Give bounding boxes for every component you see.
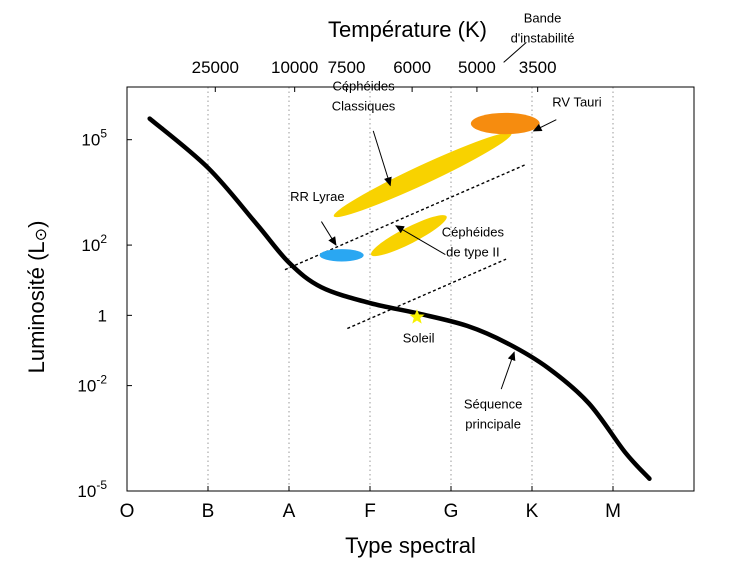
y-tick-base: 10 <box>77 377 96 396</box>
annotation-arrow-c-ph-ides-classiques <box>372 130 392 187</box>
y-tick-exponent: -5 <box>96 478 107 492</box>
x2-tick-label: 7500 <box>328 58 366 77</box>
grid <box>207 87 614 491</box>
annotation-label-soleil: Soleil <box>403 331 435 346</box>
region-c-ph-ides-classiques <box>333 132 512 218</box>
y-tick-label: 10-2 <box>77 373 107 396</box>
annotation-label-c-ph-ides-classiques: Céphéides Classiques <box>332 79 396 114</box>
annotation-line: Céphéides <box>442 224 505 239</box>
annotation-line: Bande <box>524 11 562 26</box>
y-tick-label: 10-5 <box>77 478 107 501</box>
y-tick-base: 10 <box>77 482 96 501</box>
sun-marker-group <box>409 309 425 324</box>
y-axis-title-text: Luminosité (L <box>24 241 49 373</box>
x-tick-label-F: F <box>364 501 376 522</box>
x-tick-label-K: K <box>526 501 539 522</box>
annotation-label-rr-lyrae: RR Lyrae <box>290 189 344 204</box>
main-sequence-curve <box>147 116 652 481</box>
x2-tick-label: 6000 <box>393 58 431 77</box>
plot-frame <box>126 86 695 492</box>
x2-axis-temperature-ticks: 25000 10000 7500 6000 5000 3500 <box>192 58 557 92</box>
x-tick-label-G: G <box>444 501 459 522</box>
x-tick-label-O: O <box>120 501 135 522</box>
annotation-label-s-quence-principale: Séquence principale <box>464 396 523 431</box>
annotation-label-rv-tauri: RV Tauri <box>552 94 601 109</box>
region-rr-lyrae <box>319 249 364 262</box>
annotation-line: d'instabilité <box>511 31 575 46</box>
y-tick-exponent: 2 <box>100 232 107 246</box>
annotation-arrow-rr-lyrae <box>320 221 337 246</box>
y-tick-base: 10 <box>81 236 100 255</box>
y-tick-base: 1 <box>98 306 107 325</box>
region-rv-tauri <box>470 112 540 135</box>
top-axis-title: Température (K) <box>328 17 487 42</box>
annotation-line: RR Lyrae <box>290 189 344 204</box>
x-tick-label-M: M <box>605 501 621 522</box>
x-tick-label-A: A <box>283 501 296 522</box>
y-tick-exponent: -2 <box>96 373 107 387</box>
x-axis-title: Type spectral <box>345 533 476 558</box>
instability-strip-line-2 <box>347 258 507 330</box>
y-tick-label: 1 <box>98 306 107 325</box>
annotation-label-c-ph-ides-de-type-ii: Céphéides de type II <box>442 224 505 259</box>
x-tick-label-B: B <box>202 501 215 522</box>
x2-tick-label: 25000 <box>192 58 239 77</box>
annotation-arrow-rv-tauri <box>532 119 557 132</box>
y-tick-base: 10 <box>81 131 100 150</box>
x2-tick-label: 3500 <box>519 58 557 77</box>
annotation-arrow-bande-d-instabilit- <box>503 42 527 63</box>
annotation-line: Céphéides <box>332 79 395 94</box>
annotation-line: Soleil <box>403 331 435 346</box>
sun-symbol: ⊙ <box>33 228 50 241</box>
y-tick-exponent: 5 <box>100 127 107 141</box>
annotation-arrow-c-ph-ides-de-type-ii <box>395 225 446 256</box>
x2-tick-label: 10000 <box>271 58 318 77</box>
variable-star-regions <box>319 112 540 262</box>
y-tick-label: 102 <box>81 232 107 255</box>
sun-star-marker <box>409 309 425 324</box>
instability-strip <box>284 163 527 330</box>
annotation-line: RV Tauri <box>552 94 601 109</box>
annotation-line: de type II <box>446 244 499 259</box>
y-axis-title-close: ) <box>24 221 49 228</box>
annotation-line: principale <box>465 416 521 431</box>
y-axis-title: Luminosité (L⊙) <box>24 221 50 374</box>
x2-tick-label: 5000 <box>458 58 496 77</box>
annotations: Céphéides Classiques RR Lyrae Céphéides de t… <box>290 11 602 432</box>
annotation-line: Séquence <box>464 396 523 411</box>
region-c-ph-ides-de-type-ii <box>370 215 447 257</box>
annotation-line: Classiques <box>332 99 396 114</box>
annotation-arrow-s-quence-principale <box>500 351 516 390</box>
annotation-label-bande-d-instabilit-: Bande d'instabilité <box>511 11 575 46</box>
y-tick-label: 105 <box>81 127 107 150</box>
